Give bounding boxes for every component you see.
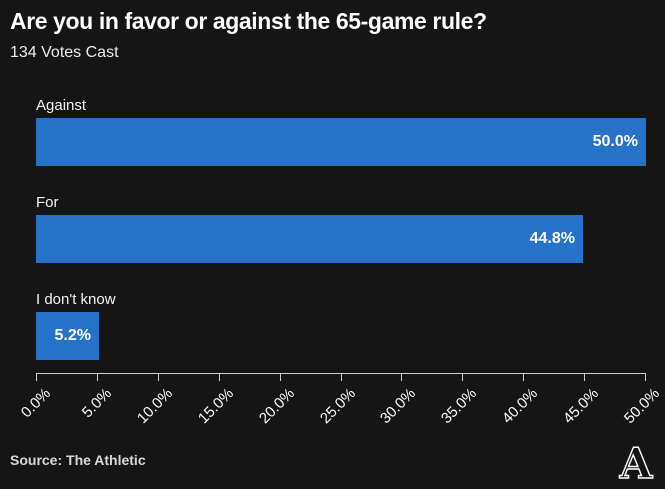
bar: 44.8% <box>36 215 583 263</box>
x-tick-mark <box>36 373 37 381</box>
page-title: Are you in favor or against the 65-game … <box>10 8 487 34</box>
x-tick-mark <box>280 373 281 381</box>
x-tick-mark <box>462 373 463 381</box>
x-tick-mark <box>523 373 524 381</box>
logo-letter: A <box>619 441 654 485</box>
x-tick-mark <box>158 373 159 381</box>
bar-category-label: I don't know <box>36 291 116 308</box>
x-tick-mark <box>584 373 585 381</box>
bar-value-label: 44.8% <box>529 230 575 247</box>
x-tick-mark <box>645 373 646 381</box>
bar-category-label: For <box>36 194 59 211</box>
the-athletic-logo-icon: A <box>618 441 654 485</box>
x-tick-mark <box>401 373 402 381</box>
bar-value-label: 50.0% <box>592 133 638 150</box>
bar-value-label: 5.2% <box>54 327 91 344</box>
votes-cast-subtitle: 134 Votes Cast <box>10 44 119 61</box>
x-tick-mark <box>341 373 342 381</box>
x-tick-mark <box>97 373 98 381</box>
bar: 50.0% <box>36 118 646 166</box>
source-credit: Source: The Athletic <box>10 452 146 468</box>
x-tick-mark <box>219 373 220 381</box>
bar-category-label: Against <box>36 97 87 114</box>
bar: 5.2% <box>36 312 99 360</box>
